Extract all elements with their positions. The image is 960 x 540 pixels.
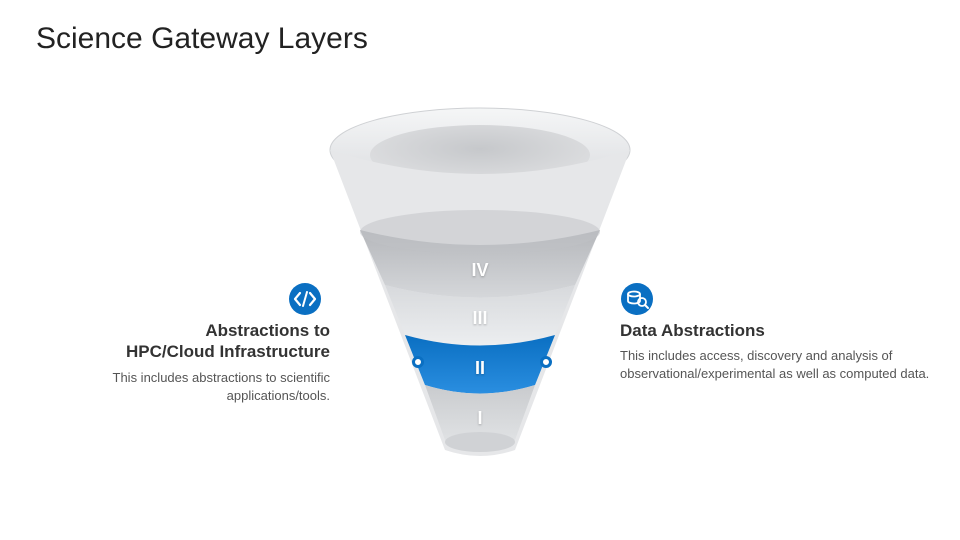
code-icon xyxy=(288,282,322,316)
page-title: Science Gateway Layers xyxy=(36,22,368,56)
funnel-diagram: IV III II I xyxy=(320,100,640,470)
segment-label-i: I xyxy=(477,408,482,429)
segment-label-ii: II xyxy=(475,358,485,379)
connector-dot-right xyxy=(540,356,552,368)
callout-left: Abstractions to HPC/Cloud Infrastructure… xyxy=(80,320,330,405)
callout-left-title-line1: Abstractions to xyxy=(205,321,330,340)
data-search-icon xyxy=(620,282,654,316)
callout-left-title-line2: HPC/Cloud Infrastructure xyxy=(126,342,330,361)
callout-right-title: Data Abstractions xyxy=(620,320,930,341)
callout-right-desc: This includes access, discovery and anal… xyxy=(620,347,930,383)
segment-label-iii: III xyxy=(472,308,487,329)
callout-left-desc: This includes abstractions to scientific… xyxy=(80,369,330,405)
segment-label-iv: IV xyxy=(471,260,488,281)
connector-dot-left xyxy=(412,356,424,368)
callout-left-title: Abstractions to HPC/Cloud Infrastructure xyxy=(80,320,330,363)
callout-right: Data Abstractions This includes access, … xyxy=(620,320,930,384)
